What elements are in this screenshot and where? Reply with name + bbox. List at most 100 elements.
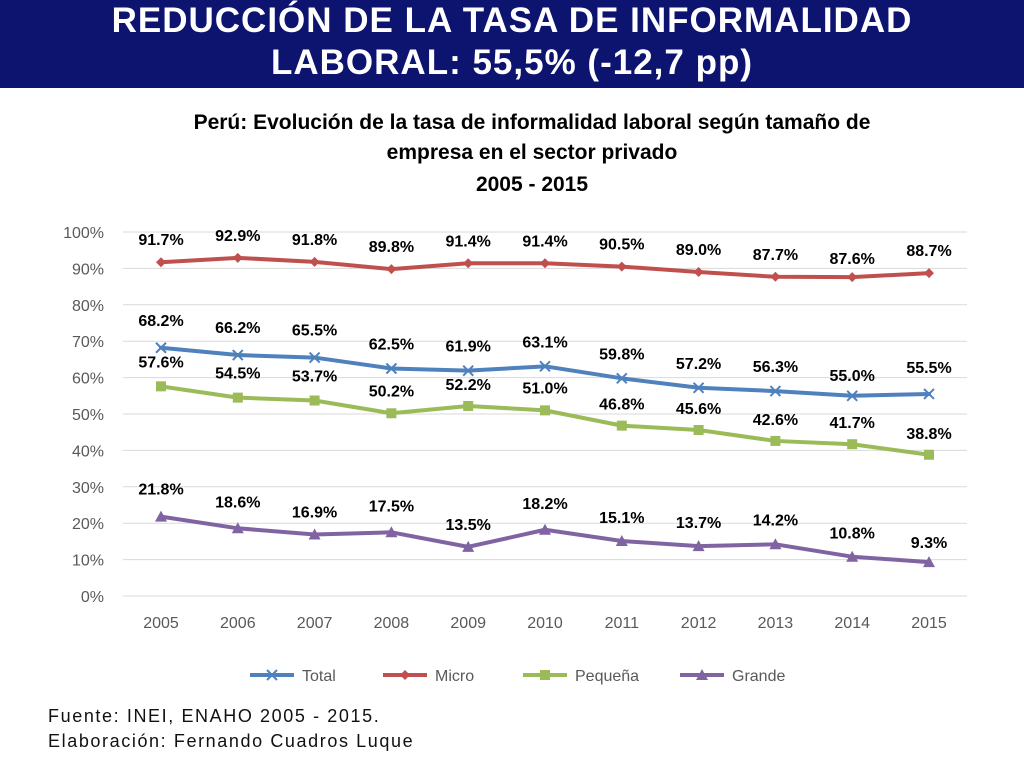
point-marker bbox=[847, 272, 858, 283]
data-label: 65.5% bbox=[292, 323, 337, 340]
point-marker bbox=[923, 388, 935, 400]
point-marker bbox=[386, 408, 397, 419]
point-marker bbox=[692, 382, 705, 394]
chart-title-line-3: 2005 - 2015 bbox=[476, 173, 588, 196]
y-tick-label: 0% bbox=[81, 589, 104, 606]
legend-label: Pequeña bbox=[575, 668, 639, 685]
data-label: 59.8% bbox=[599, 346, 644, 363]
legend-label: Total bbox=[302, 668, 336, 685]
legend-label: Grande bbox=[732, 668, 785, 685]
point-marker bbox=[155, 342, 167, 354]
data-label: 10.8% bbox=[830, 526, 875, 543]
point-marker bbox=[400, 670, 410, 680]
point-marker bbox=[309, 256, 320, 267]
point-marker bbox=[847, 439, 858, 450]
point-marker bbox=[463, 400, 474, 411]
data-label: 52.2% bbox=[446, 377, 491, 394]
data-label: 14.2% bbox=[753, 512, 798, 529]
point-marker bbox=[539, 360, 551, 373]
data-label: 13.5% bbox=[446, 517, 491, 534]
point-marker bbox=[540, 258, 550, 269]
point-marker bbox=[770, 435, 781, 446]
legend-label: Micro bbox=[435, 668, 474, 685]
data-label: 56.3% bbox=[753, 359, 798, 376]
point-marker bbox=[231, 522, 244, 534]
data-label: 51.0% bbox=[522, 380, 567, 397]
point-marker bbox=[385, 526, 398, 538]
x-tick-label: 2007 bbox=[297, 615, 333, 632]
data-label: 18.6% bbox=[215, 494, 260, 511]
point-marker bbox=[308, 528, 321, 540]
data-label: 91.8% bbox=[292, 232, 337, 249]
point-marker bbox=[385, 362, 398, 375]
data-label: 15.1% bbox=[599, 510, 644, 527]
point-marker bbox=[693, 267, 704, 278]
x-tick-label: 2008 bbox=[374, 615, 410, 632]
data-label: 38.8% bbox=[906, 426, 951, 443]
point-marker bbox=[155, 510, 167, 522]
data-label: 63.1% bbox=[522, 334, 567, 351]
point-marker bbox=[540, 405, 550, 416]
point-marker bbox=[308, 351, 321, 364]
x-tick-label: 2011 bbox=[605, 615, 640, 632]
y-tick-label: 90% bbox=[72, 261, 104, 278]
data-label: 57.2% bbox=[676, 356, 721, 373]
data-label: 17.5% bbox=[369, 498, 414, 515]
point-marker bbox=[266, 669, 278, 681]
data-label: 21.8% bbox=[138, 482, 183, 499]
data-label: 42.6% bbox=[753, 412, 798, 429]
point-marker bbox=[462, 540, 475, 552]
data-label: 91.7% bbox=[138, 232, 183, 249]
y-tick-label: 50% bbox=[72, 407, 104, 424]
x-tick-label: 2015 bbox=[911, 615, 947, 632]
data-label: 62.5% bbox=[369, 337, 414, 354]
x-tick-label: 2009 bbox=[450, 615, 486, 632]
point-marker bbox=[232, 252, 243, 263]
data-label: 57.6% bbox=[138, 354, 183, 371]
point-marker bbox=[156, 381, 166, 392]
y-tick-label: 20% bbox=[72, 516, 104, 533]
point-marker bbox=[770, 271, 781, 282]
point-marker bbox=[309, 395, 320, 406]
point-marker bbox=[462, 364, 474, 377]
point-marker bbox=[540, 670, 550, 680]
x-tick-label: 2013 bbox=[758, 615, 794, 632]
chart-title-line-1: Perú: Evolución de la tasa de informalid… bbox=[194, 111, 871, 134]
data-label: 54.5% bbox=[215, 366, 260, 383]
data-label: 55.5% bbox=[906, 360, 951, 377]
y-tick-label: 30% bbox=[72, 480, 104, 497]
footer: Fuente: INEI, ENAHO 2005 - 2015. Elabora… bbox=[48, 704, 414, 754]
point-marker bbox=[923, 556, 935, 568]
data-label: 9.3% bbox=[911, 535, 947, 552]
point-marker bbox=[156, 257, 166, 268]
y-tick-label: 60% bbox=[72, 371, 104, 388]
data-label: 16.9% bbox=[292, 504, 337, 521]
data-label: 46.8% bbox=[599, 397, 644, 414]
data-label: 50.2% bbox=[369, 383, 414, 400]
point-marker bbox=[386, 264, 397, 275]
point-marker bbox=[616, 372, 628, 385]
point-marker bbox=[232, 392, 243, 403]
data-label: 41.7% bbox=[830, 415, 875, 432]
data-label: 89.0% bbox=[676, 242, 721, 259]
data-label: 13.7% bbox=[676, 515, 721, 532]
y-tick-label: 40% bbox=[72, 443, 104, 460]
data-label: 45.6% bbox=[676, 401, 721, 418]
point-marker bbox=[463, 258, 474, 269]
x-tick-label: 2010 bbox=[527, 615, 563, 632]
x-tick-label: 2012 bbox=[681, 615, 717, 632]
point-marker bbox=[924, 449, 934, 460]
x-tick-label: 2006 bbox=[220, 615, 256, 632]
data-label: 92.9% bbox=[215, 228, 260, 245]
line-chart: Perú: Evolución de la tasa de informalid… bbox=[63, 111, 967, 685]
x-tick-label: 2005 bbox=[143, 615, 179, 632]
data-label: 87.6% bbox=[830, 251, 875, 268]
point-marker bbox=[539, 523, 551, 535]
title-banner: REDUCCIÓN DE LA TASA DE INFORMALIDAD LAB… bbox=[0, 0, 1024, 88]
data-label: 68.2% bbox=[138, 313, 183, 330]
x-tick-label: 2014 bbox=[834, 615, 870, 632]
data-label: 53.7% bbox=[292, 369, 337, 386]
y-tick-label: 100% bbox=[63, 225, 104, 242]
chart-title-line-2: empresa en el sector privado bbox=[387, 141, 678, 164]
data-label: 89.8% bbox=[369, 239, 414, 256]
